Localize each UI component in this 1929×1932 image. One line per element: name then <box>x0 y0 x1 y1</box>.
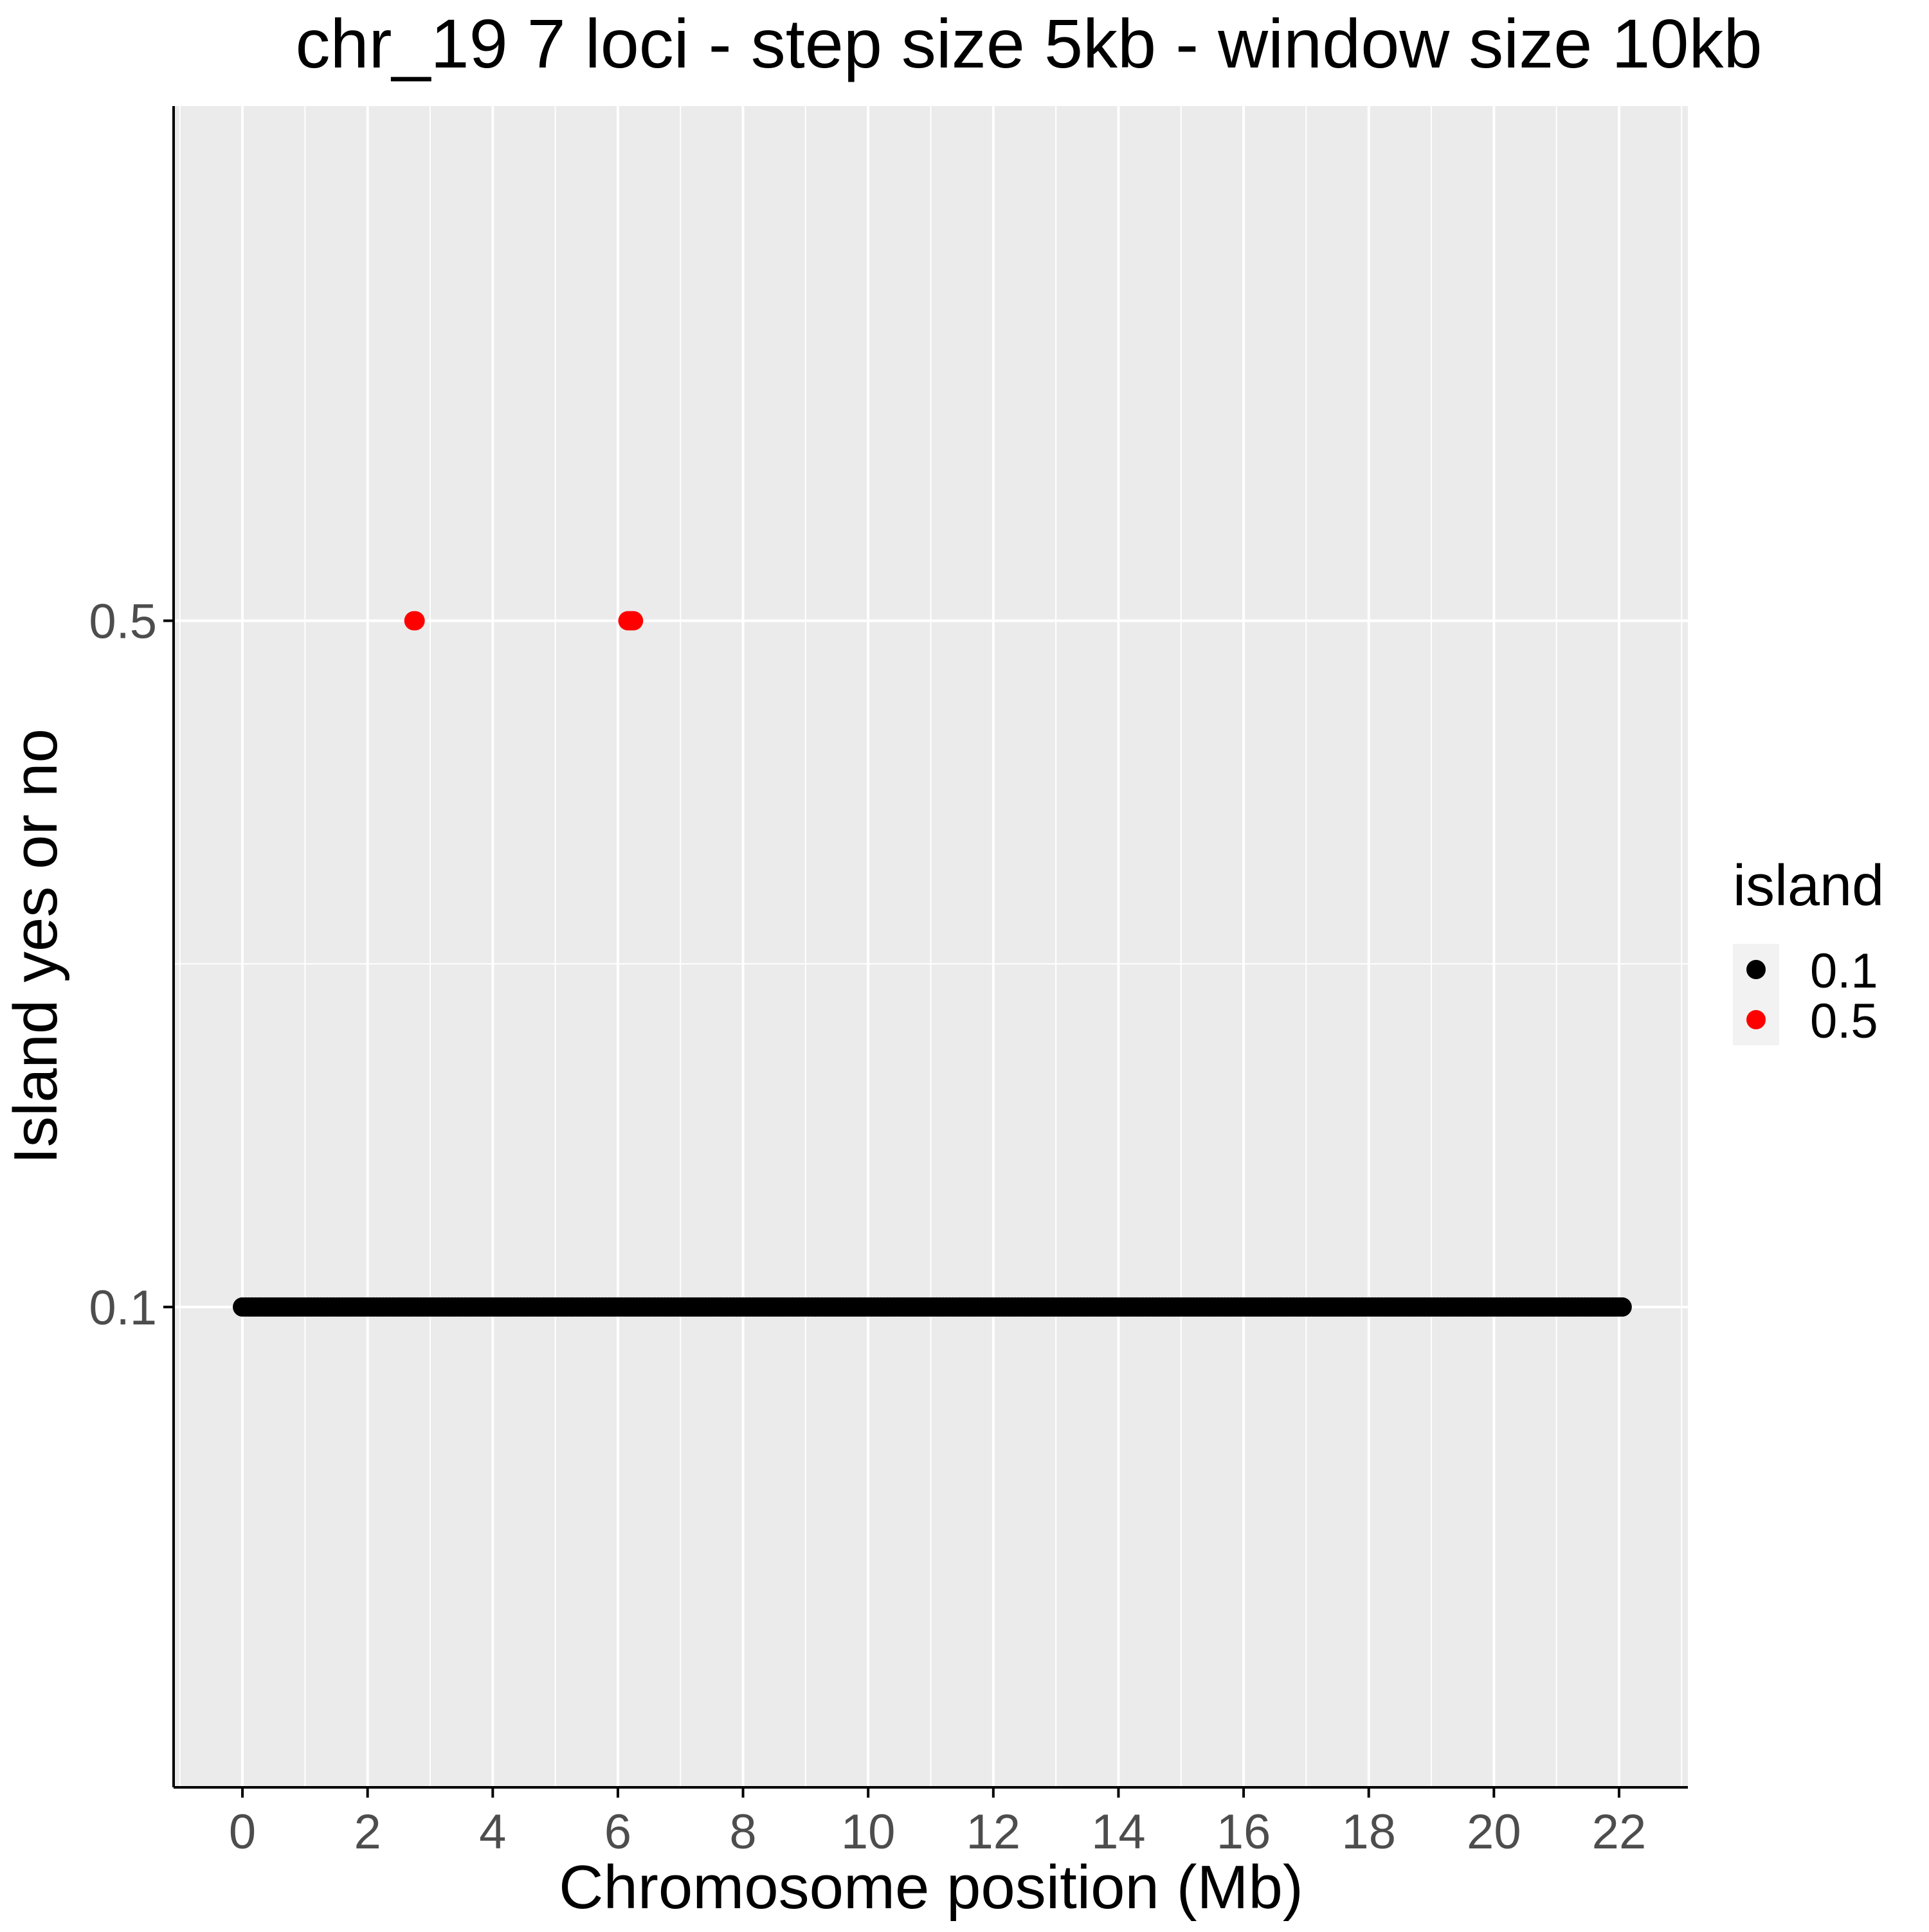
x-tick-label: 6 <box>604 1805 631 1859</box>
legend-entries: 0.10.5 <box>1746 944 1878 1049</box>
chart-title: chr_19 7 loci - step size 5kb - window s… <box>295 5 1762 82</box>
x-tick-label: 2 <box>354 1805 381 1859</box>
y-axis-label: Island yes or no <box>1 728 70 1164</box>
x-tick-label: 12 <box>966 1805 1021 1859</box>
legend-entry-label: 0.5 <box>1810 994 1878 1049</box>
y-tick-label: 0.5 <box>89 595 157 649</box>
x-tick-label: 20 <box>1467 1805 1521 1859</box>
x-tick-label: 14 <box>1091 1805 1146 1859</box>
x-tick-label: 18 <box>1341 1805 1396 1859</box>
x-tick-label: 16 <box>1217 1805 1271 1859</box>
legend-entry-label: 0.1 <box>1810 944 1878 998</box>
legend-key-dot <box>1746 960 1766 979</box>
data-point <box>405 611 425 631</box>
series-island-0.1 <box>233 1297 1632 1317</box>
x-tick-label: 4 <box>479 1805 506 1859</box>
legend-key-background <box>1733 944 1779 1045</box>
y-tick-label: 0.1 <box>89 1281 157 1335</box>
legend: island 0.10.5 <box>1733 854 1884 1049</box>
x-axis-ticks: 0 2 4 6 8 10 12 14 16 18 20 22 <box>229 1787 1646 1859</box>
x-tick-label: 22 <box>1592 1805 1647 1859</box>
x-tick-label: 8 <box>729 1805 756 1859</box>
data-point <box>1612 1297 1632 1317</box>
series-island-0.5 <box>404 611 644 631</box>
data-point <box>624 611 644 631</box>
grid-minor <box>174 106 1688 1787</box>
legend-key-dot <box>1746 1010 1766 1029</box>
grid-major <box>174 106 1688 1787</box>
x-tick-label: 0 <box>229 1805 256 1859</box>
legend-title: island <box>1733 854 1884 918</box>
y-axis-ticks: 0.1 0.5 <box>89 595 174 1335</box>
x-tick-label: 10 <box>841 1805 896 1859</box>
x-axis-label: Chromosome position (Mb) <box>559 1853 1303 1922</box>
